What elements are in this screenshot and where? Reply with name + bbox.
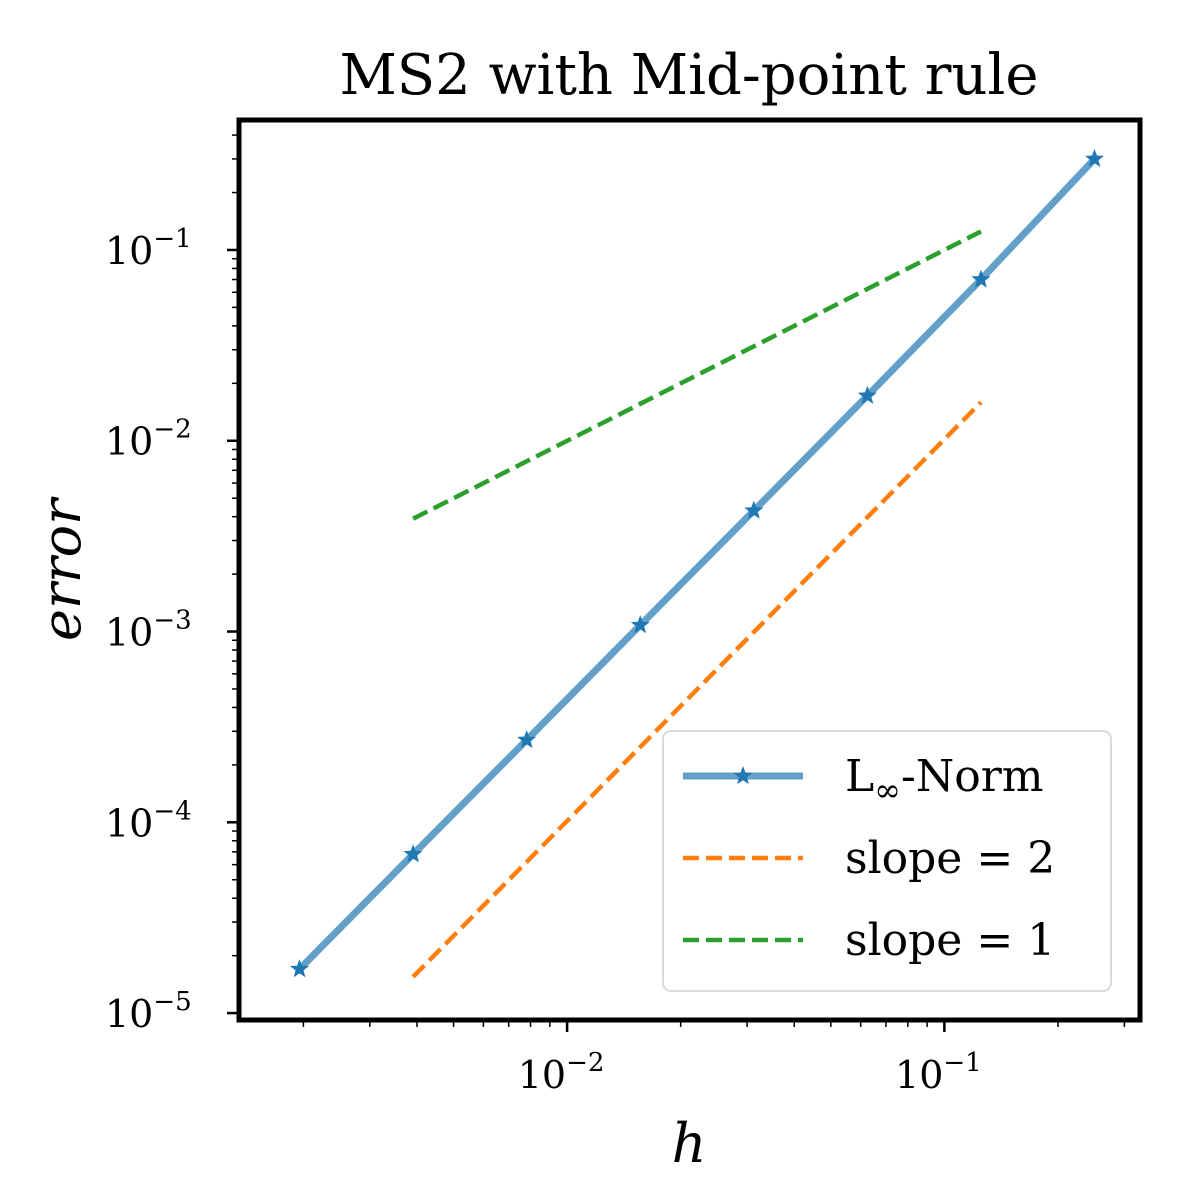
data-point xyxy=(403,844,423,863)
x-axis-label: h xyxy=(672,1112,707,1175)
legend-label-3: slope = 1 xyxy=(845,915,1055,966)
y-tick-label: 10−3 xyxy=(105,606,192,655)
legend-frame xyxy=(662,730,1112,992)
data-point xyxy=(971,269,991,288)
series-line-2 xyxy=(411,400,983,979)
data-point xyxy=(289,959,310,978)
legend: L∞-Norm slope = 2 slope = 1 xyxy=(662,730,1112,992)
y-tick-label: 10−4 xyxy=(105,796,192,845)
legend-label-2: slope = 2 xyxy=(845,833,1055,884)
legend-label-1: L∞-Norm xyxy=(845,751,1044,809)
data-point xyxy=(857,385,877,404)
data-point xyxy=(630,615,650,634)
x-tick-label: 10−1 xyxy=(895,1048,982,1097)
legend-marker xyxy=(733,766,753,785)
axes: 10−2 10−1 10−5 10−4 10−3 10−2 10−1 xyxy=(105,134,1126,1097)
chart-title: MS2 with Mid-point rule xyxy=(339,43,1038,108)
axes-frame xyxy=(236,117,1143,1023)
y-axis-label: error xyxy=(30,496,93,641)
x-tick-label: 10−2 xyxy=(518,1048,605,1097)
data-point xyxy=(744,500,764,519)
series-line-1 xyxy=(297,156,1098,972)
y-tick-label: 10−2 xyxy=(105,415,192,464)
y-tick-label: 10−5 xyxy=(105,987,192,1036)
plot-area xyxy=(289,148,1105,979)
data-point xyxy=(1085,148,1105,168)
series-line-3 xyxy=(412,229,982,521)
y-tick-label: 10−1 xyxy=(105,224,192,273)
data-point xyxy=(517,730,537,749)
